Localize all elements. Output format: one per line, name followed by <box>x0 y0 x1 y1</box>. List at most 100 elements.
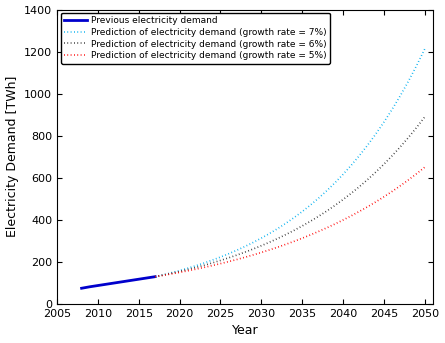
Prediction of electricity demand (growth rate = 7%) <box>210 258 215 262</box>
Prediction of electricity demand (growth rate = 5%) <box>275 245 280 249</box>
Prediction of electricity demand (growth rate = 7%) <box>373 132 378 136</box>
Prediction of electricity demand (growth rate = 6%) <box>348 191 354 196</box>
Prediction of electricity demand (growth rate = 7%) <box>267 232 272 236</box>
Prediction of electricity demand (growth rate = 7%) <box>316 196 321 200</box>
Prediction of electricity demand (growth rate = 6%) <box>153 275 158 279</box>
Prediction of electricity demand (growth rate = 5%) <box>202 265 207 270</box>
Prediction of electricity demand (growth rate = 5%) <box>161 273 166 277</box>
Prediction of electricity demand (growth rate = 7%) <box>169 271 174 275</box>
Previous electricity demand <box>153 275 158 279</box>
Prediction of electricity demand (growth rate = 7%) <box>202 261 207 265</box>
Prediction of electricity demand (growth rate = 7%) <box>226 252 231 256</box>
Prediction of electricity demand (growth rate = 5%) <box>259 250 264 255</box>
Previous electricity demand <box>103 282 109 286</box>
Prediction of electricity demand (growth rate = 7%) <box>348 163 354 167</box>
Previous electricity demand <box>87 285 93 289</box>
Prediction of electricity demand (growth rate = 6%) <box>275 236 280 240</box>
Prediction of electricity demand (growth rate = 7%) <box>299 210 305 214</box>
Prediction of electricity demand (growth rate = 6%) <box>414 126 419 130</box>
Prediction of electricity demand (growth rate = 5%) <box>218 262 223 266</box>
Prediction of electricity demand (growth rate = 7%) <box>243 245 248 249</box>
Prediction of electricity demand (growth rate = 7%) <box>307 203 313 207</box>
Prediction of electricity demand (growth rate = 6%) <box>299 224 305 228</box>
Prediction of electricity demand (growth rate = 5%) <box>406 178 411 182</box>
Prediction of electricity demand (growth rate = 5%) <box>332 222 337 226</box>
Prediction of electricity demand (growth rate = 6%) <box>218 258 223 262</box>
Prediction of electricity demand (growth rate = 6%) <box>193 265 198 270</box>
Line: Prediction of electricity demand (growth rate = 7%): Prediction of electricity demand (growth… <box>155 49 425 277</box>
Prediction of electricity demand (growth rate = 5%) <box>283 242 288 246</box>
Line: Prediction of electricity demand (growth rate = 6%): Prediction of electricity demand (growth… <box>155 117 425 277</box>
Prediction of electricity demand (growth rate = 6%) <box>332 203 337 208</box>
Prediction of electricity demand (growth rate = 5%) <box>299 236 305 240</box>
Prediction of electricity demand (growth rate = 5%) <box>357 209 362 213</box>
Prediction of electricity demand (growth rate = 7%) <box>177 269 182 273</box>
Line: Previous electricity demand: Previous electricity demand <box>81 277 155 288</box>
Prediction of electricity demand (growth rate = 7%) <box>414 64 419 68</box>
Prediction of electricity demand (growth rate = 7%) <box>332 181 337 185</box>
Prediction of electricity demand (growth rate = 5%) <box>340 218 346 222</box>
Prediction of electricity demand (growth rate = 7%) <box>397 94 403 98</box>
Prediction of electricity demand (growth rate = 5%) <box>291 239 297 244</box>
Prediction of electricity demand (growth rate = 6%) <box>422 115 427 119</box>
Prediction of electricity demand (growth rate = 6%) <box>283 233 288 237</box>
Prediction of electricity demand (growth rate = 5%) <box>251 253 256 257</box>
Prediction of electricity demand (growth rate = 5%) <box>397 184 403 188</box>
Prediction of electricity demand (growth rate = 6%) <box>381 162 387 166</box>
Prediction of electricity demand (growth rate = 6%) <box>406 135 411 140</box>
Prediction of electricity demand (growth rate = 5%) <box>389 189 395 193</box>
Prediction of electricity demand (growth rate = 5%) <box>365 205 370 209</box>
Prediction of electricity demand (growth rate = 6%) <box>251 247 256 251</box>
Prediction of electricity demand (growth rate = 6%) <box>267 240 272 244</box>
Previous electricity demand <box>120 280 125 284</box>
Prediction of electricity demand (growth rate = 5%) <box>234 258 239 262</box>
Prediction of electricity demand (growth rate = 6%) <box>365 178 370 182</box>
Prediction of electricity demand (growth rate = 7%) <box>218 255 223 259</box>
Prediction of electricity demand (growth rate = 5%) <box>169 272 174 276</box>
X-axis label: Year: Year <box>232 324 258 338</box>
Prediction of electricity demand (growth rate = 6%) <box>226 256 231 260</box>
Prediction of electricity demand (growth rate = 7%) <box>422 47 427 51</box>
Prediction of electricity demand (growth rate = 5%) <box>226 260 231 264</box>
Prediction of electricity demand (growth rate = 6%) <box>397 145 403 149</box>
Previous electricity demand <box>144 276 150 280</box>
Prediction of electricity demand (growth rate = 7%) <box>193 264 198 268</box>
Prediction of electricity demand (growth rate = 7%) <box>291 216 297 220</box>
Prediction of electricity demand (growth rate = 5%) <box>193 267 198 271</box>
Prediction of electricity demand (growth rate = 7%) <box>185 266 190 270</box>
Prediction of electricity demand (growth rate = 6%) <box>307 219 313 223</box>
Prediction of electricity demand (growth rate = 6%) <box>357 185 362 189</box>
Prediction of electricity demand (growth rate = 5%) <box>348 214 354 218</box>
Prediction of electricity demand (growth rate = 6%) <box>185 268 190 272</box>
Prediction of electricity demand (growth rate = 7%) <box>153 275 158 279</box>
Legend: Previous electricity demand, Prediction of electricity demand (growth rate = 7%): Previous electricity demand, Prediction … <box>61 12 330 64</box>
Prediction of electricity demand (growth rate = 7%) <box>365 143 370 147</box>
Prediction of electricity demand (growth rate = 7%) <box>275 226 280 230</box>
Prediction of electricity demand (growth rate = 6%) <box>243 250 248 254</box>
Prediction of electricity demand (growth rate = 5%) <box>153 275 158 279</box>
Prediction of electricity demand (growth rate = 7%) <box>340 172 346 176</box>
Prediction of electricity demand (growth rate = 6%) <box>373 170 378 174</box>
Prediction of electricity demand (growth rate = 7%) <box>259 236 264 240</box>
Prediction of electricity demand (growth rate = 5%) <box>267 248 272 252</box>
Prediction of electricity demand (growth rate = 7%) <box>234 248 239 252</box>
Prediction of electricity demand (growth rate = 6%) <box>389 154 395 158</box>
Previous electricity demand <box>136 277 142 281</box>
Prediction of electricity demand (growth rate = 5%) <box>307 233 313 237</box>
Prediction of electricity demand (growth rate = 6%) <box>169 271 174 275</box>
Prediction of electricity demand (growth rate = 7%) <box>357 154 362 158</box>
Prediction of electricity demand (growth rate = 5%) <box>373 200 378 204</box>
Prediction of electricity demand (growth rate = 7%) <box>381 120 387 124</box>
Prediction of electricity demand (growth rate = 6%) <box>340 198 346 202</box>
Prediction of electricity demand (growth rate = 6%) <box>324 209 329 213</box>
Prediction of electricity demand (growth rate = 7%) <box>283 221 288 225</box>
Previous electricity demand <box>128 279 134 283</box>
Prediction of electricity demand (growth rate = 5%) <box>414 172 419 176</box>
Prediction of electricity demand (growth rate = 5%) <box>243 255 248 259</box>
Prediction of electricity demand (growth rate = 6%) <box>177 269 182 273</box>
Prediction of electricity demand (growth rate = 7%) <box>251 240 256 245</box>
Prediction of electricity demand (growth rate = 6%) <box>234 253 239 257</box>
Prediction of electricity demand (growth rate = 7%) <box>389 107 395 111</box>
Prediction of electricity demand (growth rate = 7%) <box>161 273 166 277</box>
Prediction of electricity demand (growth rate = 7%) <box>324 189 329 193</box>
